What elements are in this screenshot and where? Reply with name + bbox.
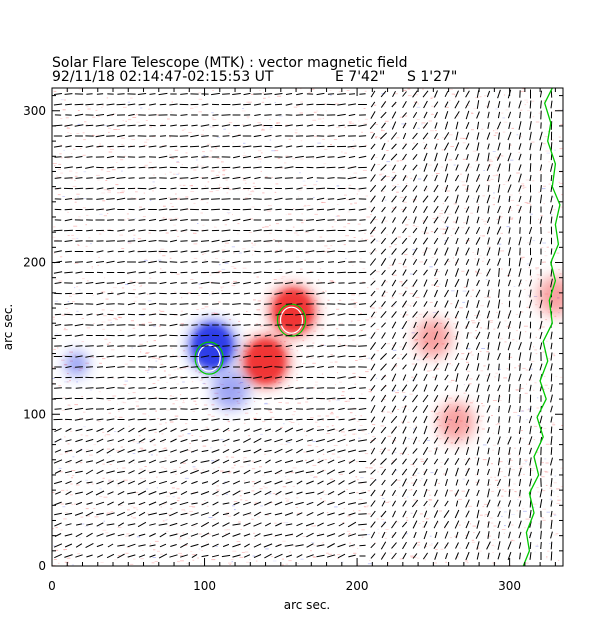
field-region-8 <box>536 275 563 316</box>
x-tick-label-200: 200 <box>346 579 369 593</box>
field-region-2 <box>242 336 289 387</box>
position-east: E 7'42" <box>335 69 385 85</box>
position-south: S 1'27" <box>407 69 457 85</box>
contour-outer-2 <box>279 306 304 334</box>
y-axis-label: arc sec. <box>1 304 15 350</box>
y-tick-label-100: 100 <box>23 407 46 421</box>
vector-field <box>53 89 554 561</box>
contour-green-1 <box>194 341 224 375</box>
y-axis: 0 100 200 300 <box>23 95 563 573</box>
field-region-6 <box>414 318 452 359</box>
x-tick-label-300: 300 <box>498 579 521 593</box>
field-region-4 <box>212 369 249 410</box>
y-tick-label-300: 300 <box>23 104 46 118</box>
x-axis-label: arc sec. <box>284 598 330 612</box>
contour-outer-1 <box>197 344 221 372</box>
y-tick-label-0: 0 <box>38 559 46 573</box>
field-region-5 <box>64 351 88 377</box>
limb-contour <box>522 88 561 566</box>
x-tick-label-0: 0 <box>48 579 56 593</box>
plot-area <box>52 88 563 566</box>
x-tick-label-100: 100 <box>193 579 216 593</box>
observation-time: 92/11/18 02:14:47-02:15:53 UT <box>52 69 274 85</box>
y-tick-label-200: 200 <box>23 256 46 270</box>
x-axis: 0 100 200 300 <box>48 88 556 593</box>
chart-title: Solar Flare Telescope (MTK) : vector mag… <box>52 55 408 71</box>
plot-frame <box>51 87 564 567</box>
